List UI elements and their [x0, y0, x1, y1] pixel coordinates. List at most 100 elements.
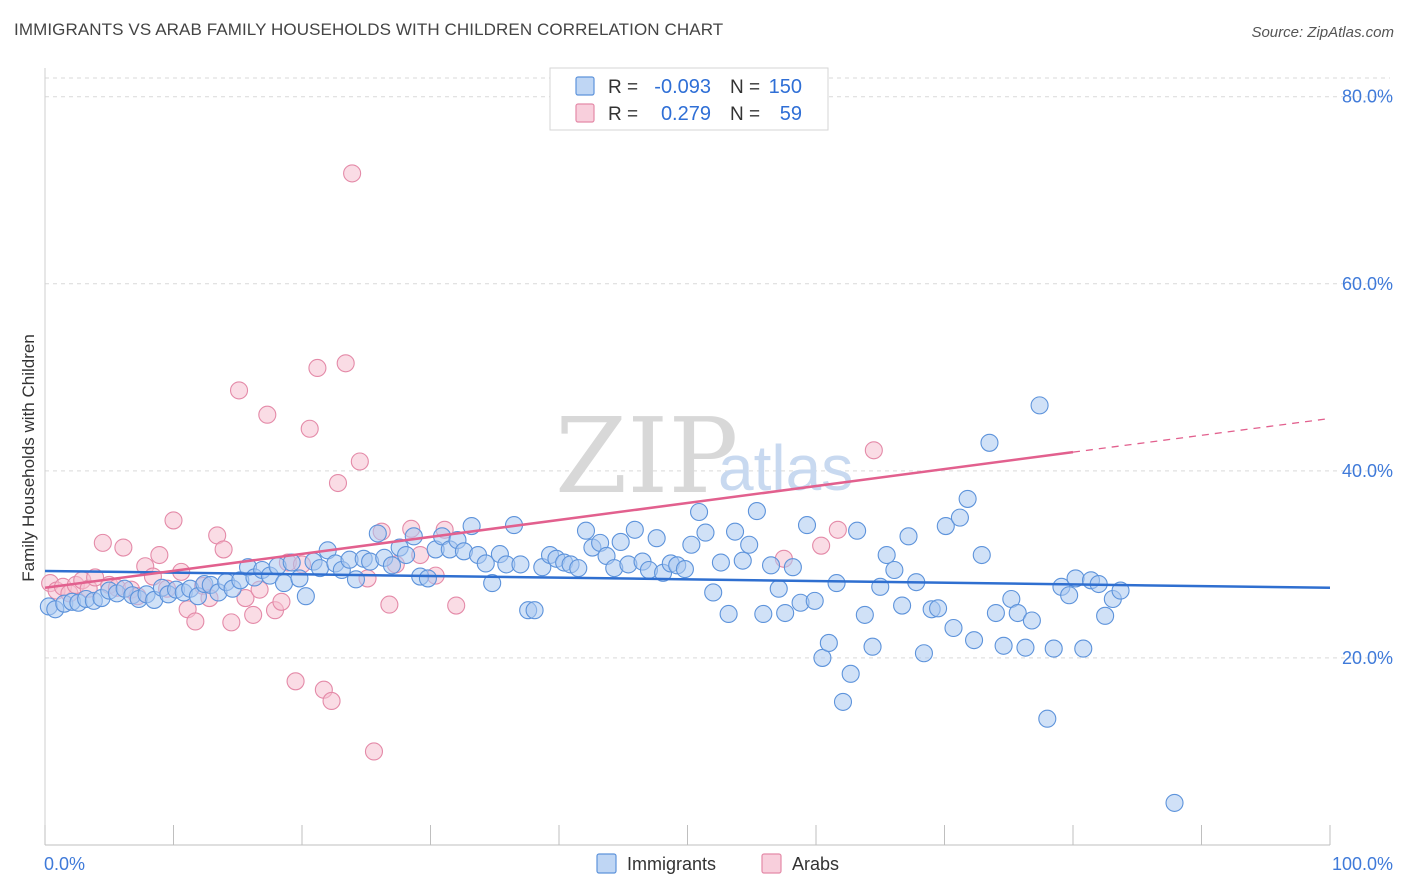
immigrants-point-88	[675, 560, 694, 579]
legend-swatch-arabs	[575, 103, 595, 123]
immigrants-point-134	[1008, 603, 1027, 623]
arabs-point-29	[244, 605, 263, 624]
y-tick-label-1: 40.0%	[1342, 461, 1393, 481]
arabs-point-56	[828, 520, 847, 539]
immigrants-point-131	[986, 603, 1005, 623]
arabs-point-25	[214, 540, 233, 559]
immigrants-point-126	[950, 508, 969, 527]
immigrants-point-35	[296, 587, 315, 606]
legend-n-value-arabs: 59	[780, 103, 802, 125]
x-tick-label-1: 100.0%	[1332, 854, 1393, 874]
y-tick-labels: 20.0% 40.0% 60.0% 80.0%	[1342, 87, 1393, 668]
arabs-point-21	[186, 612, 205, 631]
immigrants-point-143	[1074, 639, 1093, 658]
immigrants-point-102	[776, 603, 795, 623]
y-axis-title: Family Households with Children	[19, 334, 38, 582]
series-arabs	[41, 164, 883, 761]
immigrants-point-47	[382, 556, 402, 575]
immigrants-point-94	[719, 604, 738, 624]
y-tick-label-3: 80.0%	[1342, 87, 1393, 107]
arabs-point-55	[812, 536, 831, 555]
arabs-point-11	[114, 538, 133, 557]
immigrants-point-92	[704, 583, 723, 602]
watermark-zip: ZIP	[555, 395, 738, 517]
immigrants-point-84	[647, 529, 666, 548]
immigrants-point-81	[625, 520, 644, 539]
axes	[44, 68, 1331, 846]
immigrants-point-67	[525, 601, 544, 620]
y-tick-label-2: 60.0%	[1342, 274, 1393, 294]
immigrants-point-108	[819, 633, 838, 653]
immigrants-point-96	[733, 551, 752, 570]
immigrants-point-99	[754, 604, 773, 624]
watermark: ZIP atlas	[555, 395, 853, 517]
immigrants-point-61	[483, 574, 502, 593]
immigrants-point-112	[848, 521, 867, 540]
immigrants-point-118	[893, 596, 912, 615]
immigrants-point-79	[611, 532, 630, 551]
arabs-point-33	[272, 592, 291, 611]
immigrants-point-146	[1096, 606, 1115, 625]
immigrants-point-113	[855, 605, 874, 624]
arabs-trend-line	[44, 450, 1074, 590]
arabs-trend-extension	[1072, 417, 1331, 453]
legend-swatch-immigrants	[575, 76, 595, 96]
arabs-point-42	[336, 354, 355, 373]
immigrants-point-119	[899, 527, 918, 546]
arabs-point-46	[364, 742, 384, 761]
immigrants-point-149	[1165, 793, 1184, 812]
immigrants-point-117	[885, 560, 904, 580]
correlation-legend: R = -0.093 N = 150 R = 0.279 N = 59	[549, 67, 829, 131]
arabs-point-43	[343, 164, 362, 183]
x-tick-label-0: 0.0%	[44, 854, 85, 874]
series-legend: Immigrants Arabs	[596, 853, 839, 874]
immigrants-point-127	[958, 489, 977, 508]
immigrants-point-128	[965, 631, 984, 650]
immigrants-point-116	[877, 545, 896, 565]
immigrants-point-52	[418, 569, 437, 588]
y-tick-label-0: 20.0%	[1342, 648, 1393, 668]
arabs-point-27	[229, 381, 249, 400]
arabs-point-8	[93, 533, 112, 552]
immigrants-point-34	[290, 569, 309, 588]
immigrants-point-138	[1038, 709, 1057, 728]
immigrants-point-132	[994, 636, 1013, 655]
immigrants-point-136	[1022, 611, 1041, 630]
legend-r-label-immigrants: R =	[608, 77, 638, 98]
arabs-point-38	[308, 358, 327, 378]
immigrants-point-125	[944, 618, 963, 638]
arabs-point-28	[236, 589, 255, 608]
immigrants-point-103	[783, 558, 802, 577]
bottom-legend-immigrants: Immigrants	[627, 854, 716, 874]
immigrants-point-139	[1044, 639, 1063, 658]
chart-title: IMMIGRANTS VS ARAB FAMILY HOUSEHOLDS WIT…	[14, 20, 724, 39]
immigrants-point-50	[404, 527, 423, 546]
trend-lines	[44, 417, 1331, 590]
immigrants-point-130	[980, 433, 999, 452]
immigrants-point-114	[863, 637, 882, 656]
immigrants-point-65	[511, 555, 530, 574]
immigrants-point-137	[1030, 396, 1049, 415]
arabs-point-18	[164, 511, 183, 530]
arabs-point-48	[380, 595, 399, 614]
immigrants-point-93	[711, 553, 730, 572]
immigrants-point-97	[740, 535, 759, 554]
immigrants-point-109	[827, 574, 846, 593]
immigrants-point-74	[576, 521, 596, 540]
immigrants-point-60	[476, 554, 495, 573]
immigrants-trend-line	[44, 569, 1331, 590]
immigrants-point-42	[346, 570, 366, 589]
immigrants-point-73	[569, 559, 588, 578]
immigrants-point-135	[1016, 638, 1035, 657]
chart-source: Source: ZipAtlas.com	[1251, 24, 1394, 41]
immigrants-point-100	[761, 556, 781, 575]
arabs-point-37	[300, 419, 319, 438]
arabs-point-54	[447, 596, 466, 615]
arabs-point-41	[328, 473, 348, 493]
immigrants-point-110	[833, 692, 853, 711]
bottom-legend-arabs: Arabs	[792, 854, 839, 874]
legend-r-label-arabs: R =	[608, 104, 638, 125]
immigrants-point-91	[696, 523, 715, 542]
immigrants-point-105	[797, 516, 817, 535]
